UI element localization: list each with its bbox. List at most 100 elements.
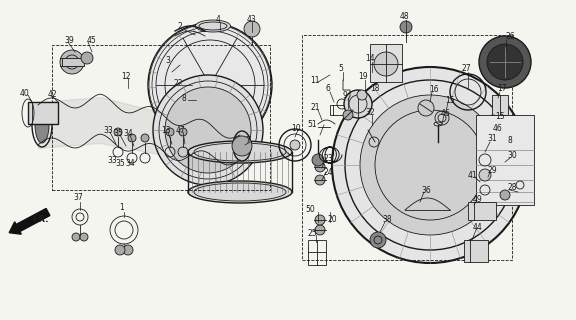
Bar [308,240,326,265]
Circle shape [315,175,325,185]
Ellipse shape [188,181,292,203]
Circle shape [312,154,324,166]
Text: 17: 17 [497,84,507,92]
Text: 15: 15 [445,95,455,105]
Text: 31: 31 [487,133,497,142]
Text: 44: 44 [473,222,483,231]
Text: 41: 41 [467,171,477,180]
Text: 29: 29 [487,165,497,174]
Text: 38: 38 [382,215,392,225]
Circle shape [166,128,174,136]
Circle shape [418,100,434,116]
Text: 28: 28 [507,182,517,191]
Bar [370,44,402,82]
Text: 46: 46 [441,108,451,117]
Bar [464,240,488,262]
Ellipse shape [188,141,292,163]
Circle shape [179,128,187,136]
Text: 35: 35 [113,129,123,138]
Text: 8: 8 [507,135,513,145]
Circle shape [370,232,386,248]
Circle shape [290,140,300,150]
Text: 10: 10 [291,124,301,132]
Circle shape [315,225,325,235]
Text: 15: 15 [495,111,505,121]
Text: 8: 8 [181,93,187,102]
Text: 42: 42 [47,90,57,99]
Circle shape [202,77,218,93]
Circle shape [500,190,510,200]
Text: 37: 37 [73,194,83,203]
Bar [476,115,534,205]
Text: 23: 23 [323,154,333,163]
Circle shape [148,23,272,147]
Text: 36: 36 [421,186,431,195]
Text: 2: 2 [177,21,183,30]
Bar [468,202,496,220]
Bar [28,102,58,124]
Bar [330,105,346,115]
Text: 47: 47 [176,125,186,134]
Circle shape [360,95,500,235]
Text: 4: 4 [215,14,221,23]
Text: 43: 43 [247,14,257,23]
Ellipse shape [35,107,49,143]
Text: 35: 35 [115,158,125,167]
Text: 18: 18 [370,84,380,92]
Text: 16: 16 [429,84,439,93]
Circle shape [343,110,353,120]
Circle shape [315,215,325,225]
Circle shape [153,75,263,185]
Text: 30: 30 [507,150,517,159]
Text: 22: 22 [173,78,183,87]
Circle shape [165,87,251,173]
Circle shape [400,21,412,33]
Circle shape [357,90,367,100]
Text: 19: 19 [358,71,368,81]
Circle shape [128,134,136,142]
Circle shape [374,52,398,76]
Circle shape [72,233,80,241]
Text: 32: 32 [365,108,375,116]
Text: 13: 13 [161,125,171,134]
Text: 46: 46 [493,124,503,132]
Circle shape [114,128,122,136]
Text: 34: 34 [123,129,133,138]
Circle shape [479,169,491,181]
Text: 45: 45 [86,36,96,44]
Circle shape [81,52,93,64]
Circle shape [315,162,325,172]
Text: 9: 9 [343,91,347,100]
Text: 12: 12 [122,71,131,81]
Text: 11: 11 [310,76,320,84]
Text: 6: 6 [325,84,331,92]
Text: 26: 26 [505,31,515,41]
Bar [302,35,512,260]
Bar [62,58,84,66]
Text: 39: 39 [64,36,74,44]
Bar [52,45,270,190]
Circle shape [232,136,252,156]
Text: 21: 21 [310,102,320,111]
Text: FR.: FR. [32,215,48,225]
Circle shape [487,44,523,80]
Circle shape [244,21,260,37]
Bar [492,95,508,115]
Circle shape [80,233,88,241]
Text: 48: 48 [399,12,409,20]
Text: 51: 51 [307,119,317,129]
Text: 5: 5 [339,63,343,73]
Text: 7: 7 [245,135,251,145]
Text: 3: 3 [165,55,170,65]
Text: 20: 20 [327,215,337,225]
Text: 40: 40 [19,89,29,98]
Circle shape [115,245,125,255]
Circle shape [479,36,531,88]
Text: 14: 14 [365,53,375,62]
Text: 25: 25 [307,228,317,237]
Text: 33: 33 [103,125,113,134]
Circle shape [123,245,133,255]
Text: 1: 1 [120,204,124,212]
Ellipse shape [233,131,251,161]
Text: 33: 33 [107,156,117,164]
